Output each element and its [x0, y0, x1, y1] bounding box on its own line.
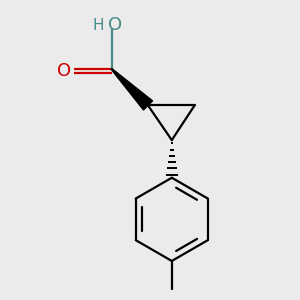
Text: O: O	[57, 62, 71, 80]
Text: H: H	[93, 18, 104, 33]
Text: O: O	[109, 16, 123, 34]
Polygon shape	[111, 69, 153, 110]
